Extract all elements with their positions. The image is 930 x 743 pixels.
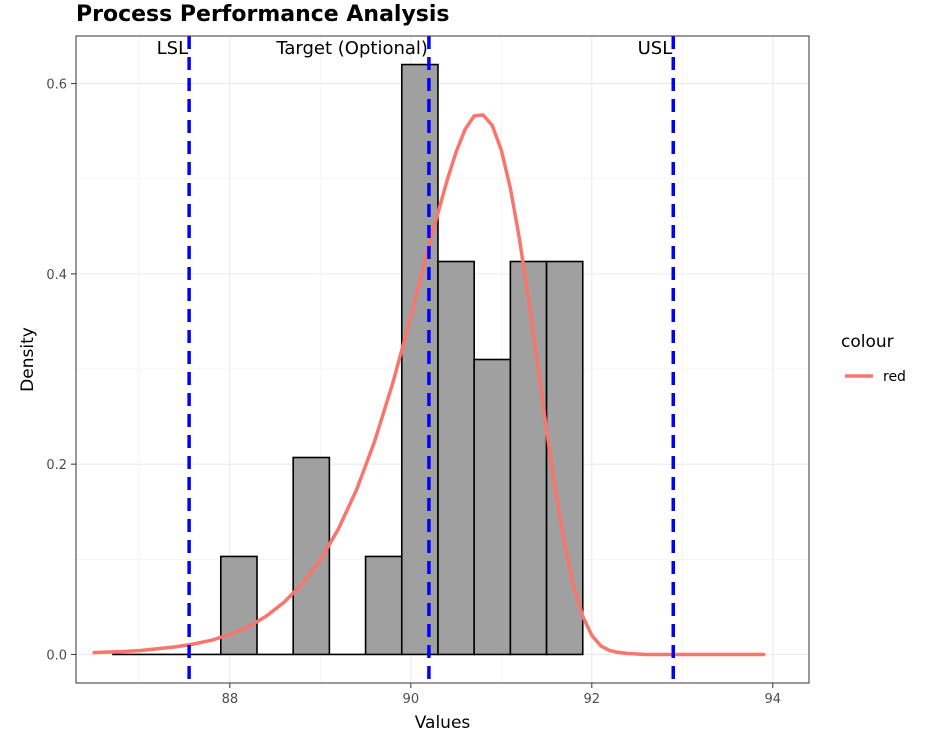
legend: colour red bbox=[841, 332, 906, 385]
chart-title: Process Performance Analysis bbox=[76, 2, 450, 27]
axis-layer: 88 90 92 94 0.0 0.2 0.4 0.6 bbox=[46, 78, 781, 707]
density-curve-line bbox=[92, 113, 766, 657]
histogram-bar bbox=[437, 260, 475, 656]
histogram-bar bbox=[400, 63, 439, 656]
x-tick-label: 90 bbox=[403, 692, 420, 707]
histogram-bar bbox=[364, 555, 403, 656]
legend-entry-label: red bbox=[883, 369, 906, 385]
y-axis-title: Density bbox=[18, 327, 38, 392]
x-axis-title: Values bbox=[415, 713, 471, 733]
plot-panel-border bbox=[75, 35, 810, 684]
histogram-bar bbox=[473, 358, 512, 656]
y-tick-label: 0.2 bbox=[46, 458, 67, 473]
x-tick-label: 92 bbox=[584, 692, 601, 707]
y-tick-label: 0.4 bbox=[46, 268, 67, 283]
reference-line-label: Target (Optional) bbox=[275, 38, 428, 59]
y-tick-label: 0.6 bbox=[46, 78, 67, 93]
density-curve-layer bbox=[92, 113, 766, 657]
reference-line-layer: LSL Target (Optional) USL bbox=[157, 36, 676, 683]
reference-line-label: LSL bbox=[157, 38, 188, 59]
histogram-bar bbox=[509, 260, 548, 656]
x-tick-label: 88 bbox=[222, 692, 239, 707]
histogram-bar bbox=[219, 555, 258, 656]
reference-line-label: USL bbox=[638, 38, 673, 59]
y-tick-label: 0.0 bbox=[46, 648, 67, 663]
legend-title: colour bbox=[841, 332, 894, 352]
histogram-bar bbox=[545, 260, 584, 656]
x-tick-label: 94 bbox=[765, 692, 782, 707]
